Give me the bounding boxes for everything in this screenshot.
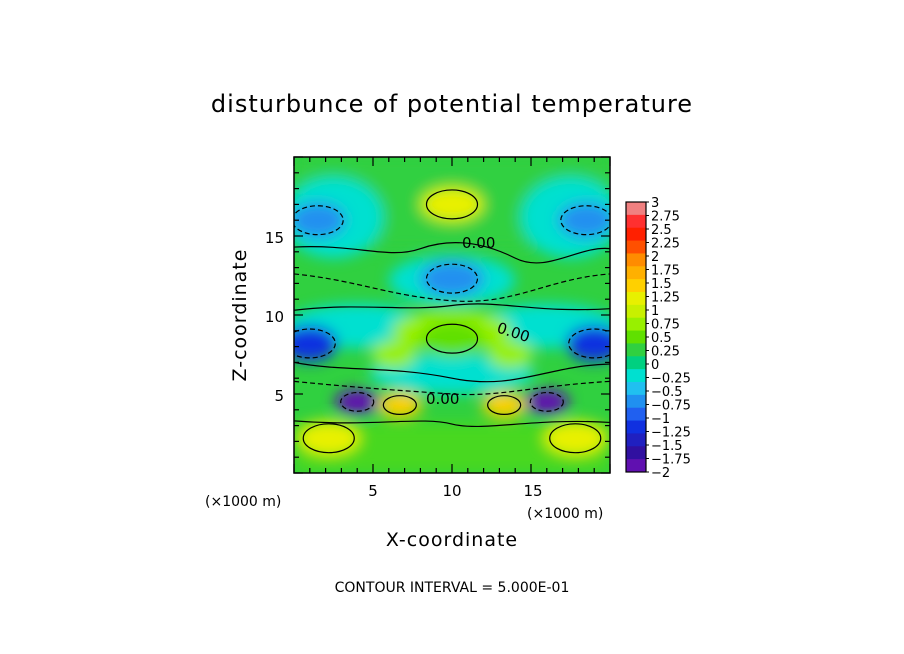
zero-contour [294, 242, 610, 264]
colorbar-swatch [626, 394, 646, 409]
colorbar-swatch [626, 279, 646, 293]
colorbar-swatch [626, 433, 646, 447]
field-lobe [371, 340, 416, 369]
colorbar-label: −1.5 [651, 439, 683, 454]
cold-anomaly [558, 202, 610, 239]
colorbar-label: −1.75 [651, 453, 691, 468]
colorbar-label: −0.5 [651, 385, 683, 400]
colorbar-label: −0.75 [651, 399, 691, 414]
zero-contour [294, 361, 610, 383]
x-tick-label: 15 [523, 482, 542, 500]
colorbar-label: −1.25 [651, 426, 691, 441]
colorbar-swatch [626, 266, 646, 280]
x-tick-label: 10 [442, 482, 461, 500]
colorbar-label: 1.5 [651, 277, 672, 292]
zero-contour [294, 420, 610, 428]
colorbar-label: −1 [651, 412, 670, 427]
colorbar-swatch [626, 459, 646, 473]
warm-anomaly [543, 420, 608, 457]
colorbar-swatch [626, 240, 646, 254]
contour-line [294, 328, 336, 359]
warm-anomaly [420, 186, 484, 223]
y-tick-label: 15 [265, 229, 284, 247]
field-lobe [488, 340, 533, 369]
x-unit-label: (×1000 m) [527, 506, 603, 522]
colorbar-swatch [626, 446, 646, 460]
negative-contour [294, 273, 610, 302]
contour-line [425, 189, 479, 220]
colorbar-label: 3 [651, 196, 659, 211]
z-unit-label: (×1000 m) [205, 494, 281, 510]
colorbar-label: 0.25 [651, 345, 680, 360]
zero-contour [294, 303, 610, 311]
contour-line [425, 323, 479, 354]
contour-line [340, 391, 375, 412]
x-axis-label: X-coordinate [386, 529, 518, 551]
colorbar-label: 0.75 [651, 318, 680, 333]
colorbar-swatch [626, 304, 646, 319]
contour-line [294, 205, 344, 236]
contour-interval-note: CONTOUR INTERVAL = 5.000E-01 [335, 580, 570, 596]
colorbar-label: 2.75 [651, 210, 680, 225]
cold-anomaly [420, 260, 484, 297]
cold-anomaly [294, 325, 338, 362]
colorbar-label: 1 [651, 304, 659, 319]
warm-anomaly [420, 320, 484, 357]
colorbar-swatch [626, 382, 646, 396]
colorbar-label: 0 [651, 358, 659, 373]
colorbar-label: 0.5 [651, 331, 672, 346]
colorbar-swatch [626, 253, 646, 267]
colorbar-swatch [626, 202, 646, 216]
y-axis-label: Z-coordinate [229, 249, 251, 382]
colorbar-swatch [626, 214, 646, 229]
warm-anomaly [296, 420, 361, 457]
colorbar-label: 2.5 [651, 223, 672, 238]
colorbar-swatch [626, 356, 646, 370]
contour-line [425, 263, 479, 294]
colorbar-label: 1.25 [651, 291, 680, 306]
colorbar-swatch [626, 343, 646, 357]
colorbar-swatch [626, 292, 646, 306]
colorbar-label: −0.25 [651, 372, 691, 387]
colorbar-label: 2.25 [651, 237, 680, 252]
plot-area [294, 157, 610, 473]
colorbar-swatch [626, 420, 646, 434]
colorbar-swatch [626, 330, 646, 344]
cold-anomaly [566, 325, 610, 362]
colorbar: 32.752.52.2521.751.51.2510.750.50.250−0.… [625, 196, 691, 481]
contour-line [487, 395, 522, 416]
y-tick-label: 5 [274, 387, 284, 405]
contour-label: 0.00 [462, 234, 495, 252]
y-tick-label: 10 [265, 308, 284, 326]
colorbar-swatch [626, 369, 646, 383]
colorbar-label: −2 [651, 466, 670, 481]
colorbar-label: 2 [651, 250, 659, 265]
cold-anomaly [294, 202, 346, 239]
contour-label: 0.00 [426, 390, 459, 408]
colorbar-swatch [626, 407, 646, 422]
chart-title: disturbunce of potential temperature [211, 90, 693, 118]
contour-line [382, 395, 417, 416]
colorbar-swatch [626, 317, 646, 332]
x-tick-label: 5 [368, 482, 378, 500]
colorbar-swatch [626, 227, 646, 242]
contour-line [529, 391, 564, 412]
colorbar-label: 1.75 [651, 264, 680, 279]
contour-line [302, 423, 355, 454]
contour-line [549, 423, 602, 454]
